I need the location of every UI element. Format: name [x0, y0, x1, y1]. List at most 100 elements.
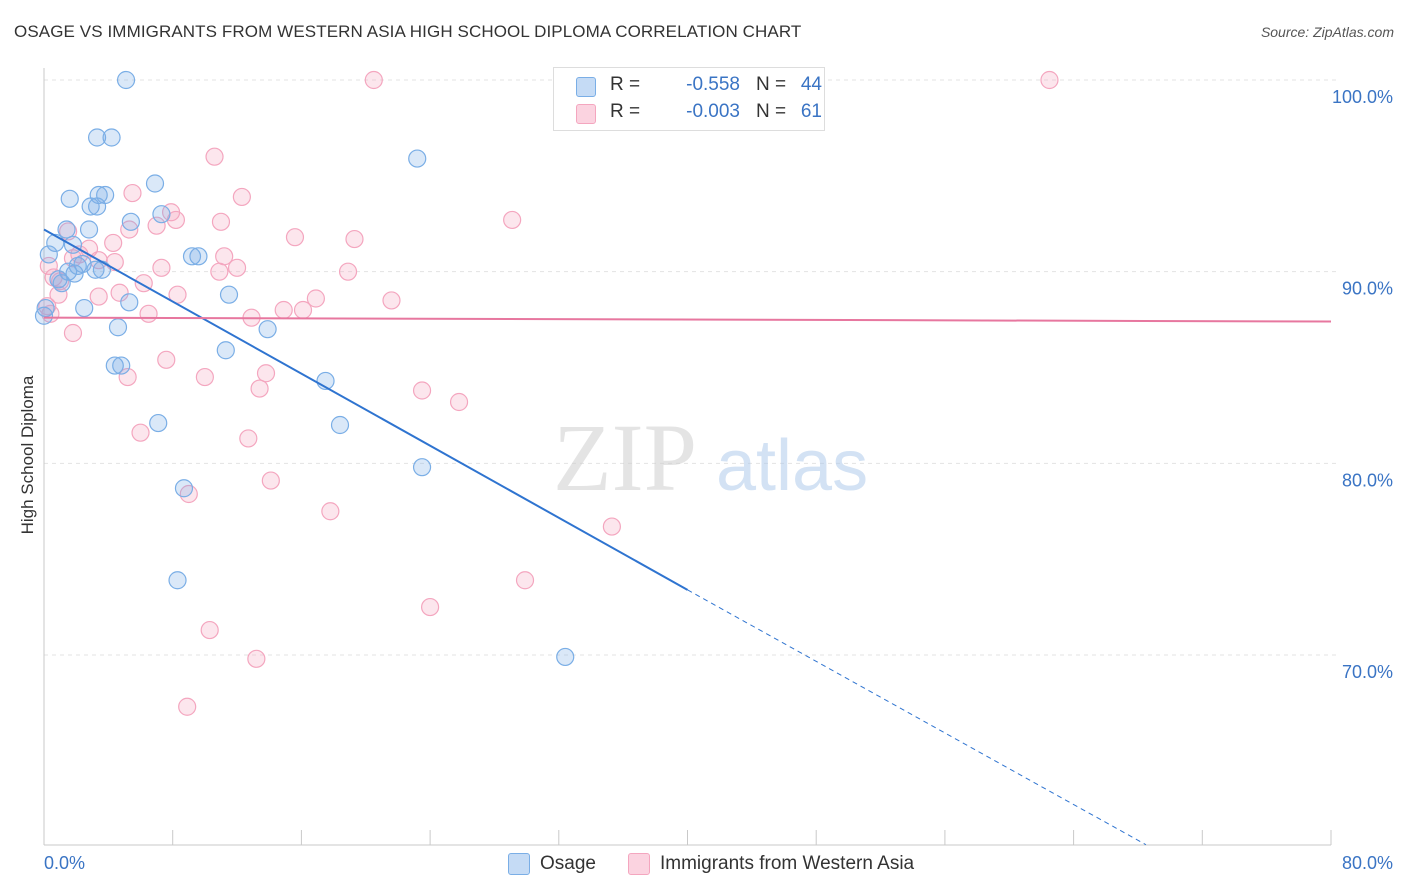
- data-point-osage: [34, 306, 54, 325]
- data-point-osage: [145, 174, 165, 193]
- data-point-immigrants: [250, 379, 269, 398]
- data-point-immigrants: [364, 70, 383, 90]
- y-axis-label: High School Diploma: [18, 375, 37, 535]
- x-tick-label: 0.0%: [44, 853, 85, 873]
- data-point-osage: [81, 197, 100, 216]
- bottom-legend-label-osage: Osage: [540, 853, 596, 874]
- watermark-atlas: atlas: [716, 426, 868, 506]
- data-point-immigrants: [63, 323, 83, 343]
- data-point-osage: [219, 285, 239, 304]
- data-point-immigrants: [104, 233, 123, 253]
- legend-r-label: R =: [610, 74, 641, 95]
- legend-n-value: 61: [800, 101, 822, 122]
- data-point-osage: [112, 356, 131, 375]
- legend-n-label: N =: [756, 101, 787, 122]
- data-point-immigrants: [89, 287, 108, 306]
- data-point-immigrants: [232, 187, 251, 207]
- data-point-osage: [92, 260, 112, 279]
- data-point-immigrants: [227, 258, 247, 277]
- data-point-immigrants: [412, 381, 432, 400]
- legend-r-value: -0.003: [686, 101, 740, 122]
- gridlines: [44, 79, 1336, 656]
- stats-legend: R = -0.558 N = 44 R = -0.003 N = 61: [553, 67, 825, 131]
- data-point-immigrants: [285, 228, 305, 247]
- data-point-osage: [556, 647, 575, 667]
- data-point-osage: [87, 128, 107, 147]
- data-point-immigrants: [195, 367, 214, 387]
- data-point-osage: [39, 245, 58, 264]
- trend-line-osage: [43, 228, 688, 591]
- series-osage-points: [34, 70, 575, 667]
- data-point-osage: [87, 197, 107, 216]
- legend-r-label: R =: [610, 101, 641, 122]
- data-point-immigrants: [306, 289, 325, 308]
- data-point-immigrants: [131, 423, 150, 442]
- data-point-immigrants: [110, 283, 129, 302]
- data-point-osage: [152, 205, 171, 224]
- data-point-immigrants: [503, 210, 522, 230]
- data-point-immigrants: [205, 147, 224, 166]
- data-point-immigrants: [338, 262, 358, 281]
- data-point-osage: [52, 274, 71, 293]
- trend-lines: [43, 228, 1332, 846]
- data-point-immigrants: [247, 649, 266, 668]
- data-point-immigrants: [200, 620, 219, 640]
- data-point-osage: [105, 356, 124, 375]
- data-point-osage: [102, 128, 121, 147]
- data-point-immigrants: [120, 220, 139, 239]
- legend-swatch-immigrants: [576, 104, 596, 124]
- data-point-immigrants: [1040, 70, 1059, 90]
- data-point-osage: [79, 220, 99, 239]
- data-point-immigrants: [274, 300, 293, 320]
- y-tick-label: 80.0%: [1342, 470, 1393, 490]
- data-point-osage: [189, 247, 208, 266]
- data-point-immigrants: [321, 502, 340, 521]
- legend-n-value: 44: [800, 74, 822, 95]
- data-point-immigrants: [139, 304, 158, 323]
- y-tick-label: 100.0%: [1332, 87, 1393, 107]
- data-point-osage: [59, 262, 78, 281]
- bottom-legend-label-immigrants: Immigrants from Western Asia: [660, 853, 915, 874]
- data-point-osage: [68, 256, 87, 276]
- data-point-immigrants: [179, 484, 198, 504]
- data-point-immigrants: [211, 212, 231, 231]
- data-point-immigrants: [515, 571, 535, 590]
- data-point-immigrants: [602, 517, 621, 536]
- data-point-immigrants: [210, 262, 229, 281]
- data-point-immigrants: [256, 364, 276, 383]
- tick-labels: 70.0% 80.0% 90.0% 100.0% 0.0% 80.0%: [44, 87, 1393, 873]
- legend-r-value: -0.558: [686, 74, 740, 95]
- data-point-immigrants: [123, 183, 142, 203]
- data-point-immigrants: [261, 471, 280, 490]
- data-point-immigrants: [382, 291, 401, 310]
- data-point-osage: [330, 415, 350, 435]
- bottom-legend-swatch-osage: [508, 853, 530, 875]
- data-point-osage: [182, 247, 202, 266]
- data-point-osage: [36, 298, 55, 318]
- data-point-osage: [121, 212, 140, 231]
- bottom-legend-swatch-immigrants: [628, 853, 650, 875]
- source-label: Source: ZipAtlas.com: [1260, 24, 1394, 40]
- x-tick-label: 80.0%: [1342, 853, 1393, 873]
- data-point-immigrants: [49, 285, 68, 304]
- data-point-immigrants: [345, 229, 364, 249]
- trend-line-immigrants: [43, 316, 1332, 323]
- data-point-osage: [168, 571, 187, 590]
- data-point-immigrants: [239, 429, 258, 448]
- chart-title: OSAGE VS IMMIGRANTS FROM WESTERN ASIA HI…: [14, 22, 802, 41]
- data-point-immigrants: [178, 697, 197, 716]
- data-point-osage: [408, 149, 427, 168]
- data-point-osage: [174, 479, 194, 498]
- legend-n-label: N =: [756, 74, 787, 95]
- data-point-immigrants: [118, 367, 137, 387]
- watermark-zip: ZIP: [553, 404, 697, 511]
- data-point-immigrants: [421, 597, 440, 617]
- trend-line-osage-extension: [687, 589, 1147, 846]
- data-point-immigrants: [157, 350, 176, 369]
- data-point-osage: [116, 70, 136, 90]
- data-point-osage: [75, 298, 94, 318]
- data-point-osage: [149, 413, 168, 433]
- data-point-osage: [216, 341, 235, 360]
- data-point-osage: [120, 293, 139, 312]
